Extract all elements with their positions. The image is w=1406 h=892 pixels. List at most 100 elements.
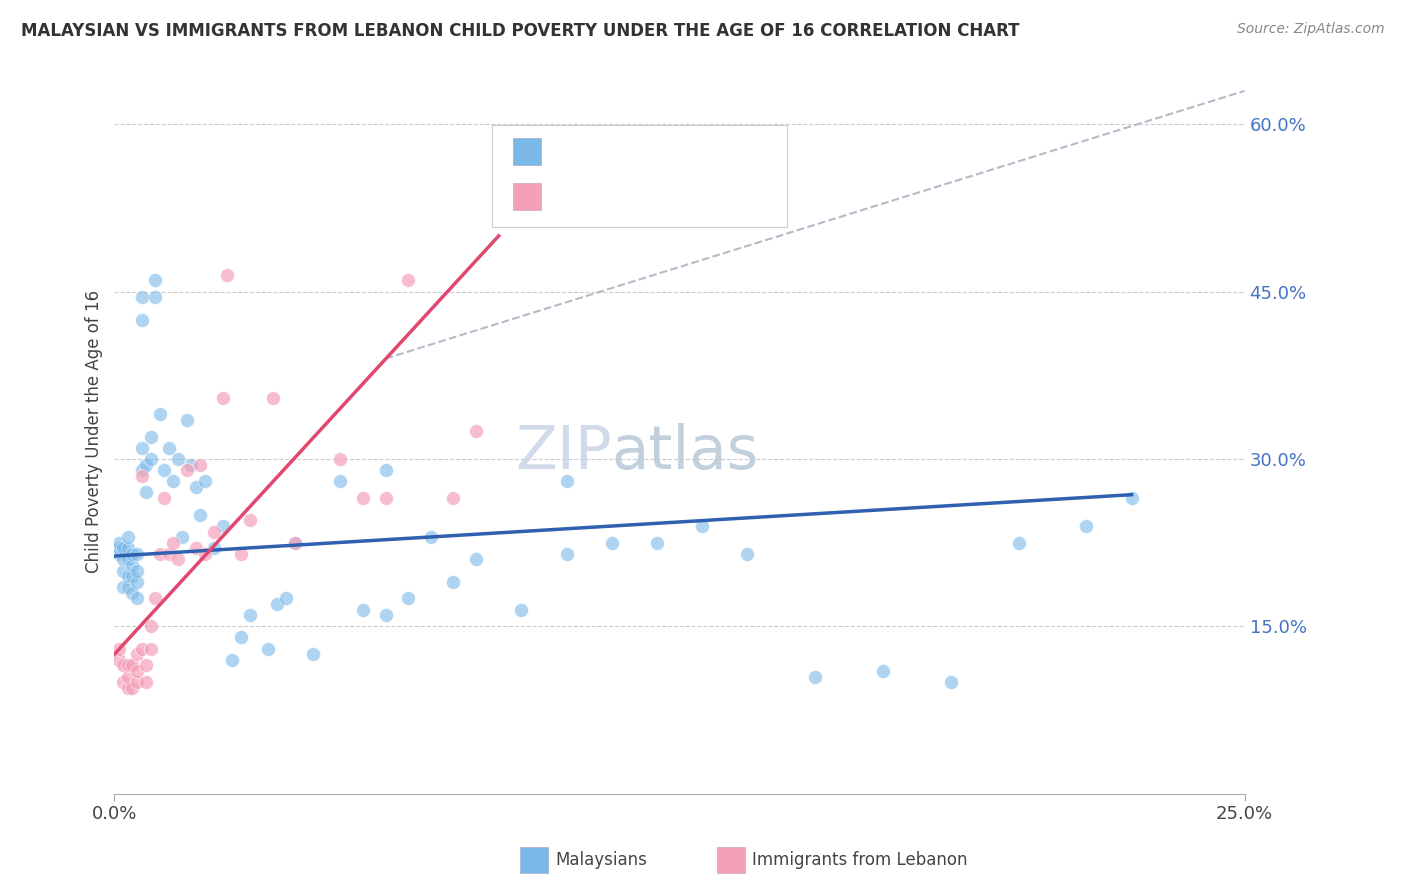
Point <box>396 273 419 287</box>
Point <box>162 475 184 489</box>
Point <box>257 641 280 656</box>
Point <box>121 586 143 600</box>
Text: R =: R = <box>550 186 586 204</box>
Point <box>139 619 162 633</box>
Point <box>157 441 180 455</box>
Point <box>112 552 135 566</box>
Point <box>374 491 396 505</box>
Point <box>121 569 143 583</box>
Point <box>217 268 239 282</box>
Point <box>1007 535 1029 549</box>
Point <box>117 658 139 673</box>
Point <box>352 602 374 616</box>
Point <box>153 463 176 477</box>
Point <box>112 541 135 556</box>
Point <box>108 653 131 667</box>
Point <box>125 647 148 661</box>
Point <box>555 547 578 561</box>
Point <box>121 658 143 673</box>
Text: 0.048: 0.048 <box>589 142 647 160</box>
Point <box>131 468 153 483</box>
Point <box>125 574 148 589</box>
Point <box>139 452 162 467</box>
Text: ZIP: ZIP <box>515 424 612 483</box>
Point <box>262 391 284 405</box>
Point <box>139 641 162 656</box>
Point <box>202 524 225 539</box>
Point <box>212 519 235 533</box>
Point <box>125 591 148 606</box>
Point <box>131 290 153 304</box>
Text: 72: 72 <box>704 142 730 160</box>
Point <box>125 664 148 678</box>
Point <box>302 647 325 661</box>
Point <box>135 458 157 472</box>
Text: Malaysians: Malaysians <box>555 851 647 869</box>
Point <box>121 547 143 561</box>
Point <box>117 580 139 594</box>
Point <box>108 547 131 561</box>
Point <box>139 430 162 444</box>
Point <box>125 564 148 578</box>
Point <box>419 530 441 544</box>
Point <box>112 675 135 690</box>
Text: R =: R = <box>550 142 586 160</box>
Text: Immigrants from Lebanon: Immigrants from Lebanon <box>752 851 967 869</box>
Point <box>329 475 352 489</box>
Point <box>166 552 188 566</box>
Point <box>108 541 131 556</box>
Point <box>157 547 180 561</box>
Point <box>166 452 188 467</box>
Text: 41: 41 <box>704 186 730 204</box>
Point <box>284 535 307 549</box>
Point <box>374 463 396 477</box>
Point <box>188 508 211 522</box>
Point <box>443 491 465 505</box>
Point <box>117 669 139 683</box>
Point <box>112 580 135 594</box>
Point <box>202 541 225 556</box>
Point <box>690 519 713 533</box>
Point <box>131 441 153 455</box>
Point <box>939 675 962 690</box>
Point <box>194 547 217 561</box>
Text: 0.681: 0.681 <box>589 186 652 204</box>
Point <box>1076 519 1098 533</box>
Point <box>329 452 352 467</box>
Point <box>125 547 148 561</box>
Point <box>135 485 157 500</box>
Point <box>149 547 172 561</box>
Point <box>131 312 153 326</box>
Point <box>266 597 288 611</box>
Point <box>212 391 235 405</box>
Point <box>180 458 202 472</box>
Point <box>176 413 198 427</box>
Point <box>112 658 135 673</box>
Point <box>117 569 139 583</box>
Point <box>276 591 298 606</box>
Point <box>162 535 184 549</box>
Point <box>131 641 153 656</box>
Point <box>125 675 148 690</box>
Point <box>184 480 207 494</box>
Point <box>229 547 252 561</box>
Point <box>176 463 198 477</box>
Point <box>510 602 533 616</box>
Point <box>239 513 262 527</box>
Point <box>188 458 211 472</box>
Text: Source: ZipAtlas.com: Source: ZipAtlas.com <box>1237 22 1385 37</box>
Point <box>108 641 131 656</box>
Point <box>121 681 143 695</box>
Point <box>443 574 465 589</box>
Text: N =: N = <box>655 186 703 204</box>
Point <box>112 564 135 578</box>
Point <box>135 658 157 673</box>
Point <box>143 290 166 304</box>
Point <box>135 675 157 690</box>
Point <box>229 631 252 645</box>
Text: N =: N = <box>655 142 703 160</box>
Point <box>143 591 166 606</box>
Point <box>131 463 153 477</box>
Point <box>396 591 419 606</box>
Point <box>352 491 374 505</box>
